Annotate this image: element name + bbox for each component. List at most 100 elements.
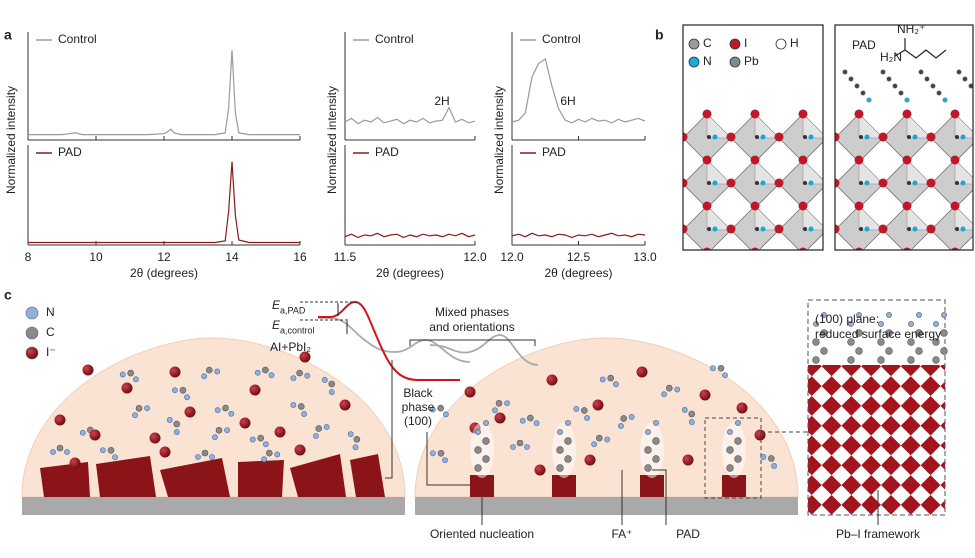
n-atom <box>510 444 516 450</box>
iodide-ion <box>636 366 648 378</box>
n-atom <box>533 420 540 427</box>
fa-molecule <box>599 374 619 388</box>
c-atom <box>755 227 759 231</box>
legend-atom <box>775 38 787 50</box>
legend-label: PAD <box>542 145 566 159</box>
framework <box>808 365 945 515</box>
n-atom <box>912 226 918 232</box>
n-atom <box>209 454 215 460</box>
n-atom <box>249 436 256 443</box>
n-atom <box>557 429 563 435</box>
c-atom <box>222 404 229 412</box>
c-atom <box>296 369 303 377</box>
black-phase-label: Black <box>403 386 433 400</box>
substrate <box>415 497 798 515</box>
c-atom <box>56 444 64 452</box>
fa-molecule <box>261 449 281 463</box>
c-atom <box>885 329 893 337</box>
octahedron <box>683 183 684 185</box>
iodide-atom <box>798 247 808 250</box>
iodide-ion <box>546 374 558 386</box>
n-atom <box>864 180 870 186</box>
crystal-grain <box>350 454 385 497</box>
plane-label: (100) plane: <box>815 312 879 326</box>
iodide-atom <box>835 224 840 234</box>
n-atom <box>313 433 319 439</box>
n-atom <box>878 321 884 327</box>
x-axis-label: 2θ (degrees) <box>376 266 444 280</box>
n-atom <box>429 406 436 413</box>
bottom-label: Oriented nucleation <box>430 527 534 541</box>
n-atom <box>916 312 922 318</box>
c-atom <box>527 414 534 422</box>
c-atom <box>659 227 663 231</box>
fa-molecule <box>430 449 448 464</box>
octahedron-face <box>683 183 684 185</box>
n-atom <box>599 376 606 383</box>
iodide-atom <box>927 271 936 280</box>
n-atom <box>933 321 939 327</box>
n-atom <box>813 321 819 327</box>
peak-annotation: 2H <box>434 94 449 108</box>
fa-molecule <box>290 369 311 382</box>
n-atom <box>261 456 268 463</box>
iodide-atom <box>822 134 823 140</box>
c-atom <box>482 437 490 445</box>
iodide-atom <box>926 178 936 188</box>
iodide-ion <box>699 389 711 401</box>
reactants: AI+PbI₂ <box>270 340 311 354</box>
black-phase-label: (100) <box>404 414 432 428</box>
x-tick-label: 14 <box>225 250 239 264</box>
y-axis-label: Normalized intensity <box>492 86 506 194</box>
iodide-atom <box>950 201 960 211</box>
iodide-ion <box>159 446 171 458</box>
iodide-atom <box>950 109 960 119</box>
octahedron-face <box>802 205 823 231</box>
n-atom <box>352 444 359 451</box>
fa-molecule <box>591 434 611 448</box>
c-atom <box>688 410 696 418</box>
c-atom <box>257 434 264 442</box>
fa-molecule <box>166 417 181 435</box>
c-atom <box>726 446 734 454</box>
c-atom <box>107 446 115 454</box>
structure <box>659 109 823 250</box>
iodide-atom <box>807 110 816 119</box>
n-atom <box>328 389 335 395</box>
n-atom <box>50 449 56 455</box>
oriented-nucleus <box>552 475 576 497</box>
c-atom <box>474 446 482 454</box>
c-atom <box>353 436 361 443</box>
n-atom <box>565 420 571 426</box>
n-atom <box>195 454 201 460</box>
c-atom <box>135 404 143 412</box>
octahedron-face <box>706 159 732 185</box>
y-axis-label: Normalized intensity <box>325 86 339 194</box>
mixed-label: Mixed phases <box>435 305 509 319</box>
c-atom <box>820 329 828 337</box>
c-atom <box>955 181 959 185</box>
nucleus-glow <box>722 422 746 478</box>
n-atom <box>274 451 281 458</box>
iodide-atom <box>926 224 936 234</box>
n-atom <box>483 420 489 426</box>
c-atom <box>215 426 223 434</box>
x-tick-label: 13.0 <box>633 250 657 264</box>
n-atom <box>214 407 221 414</box>
octahedron-face <box>858 159 884 185</box>
iodide-ion <box>534 464 546 476</box>
n-atom <box>645 429 651 435</box>
c-atom <box>734 455 742 463</box>
iodide-atom <box>854 109 864 119</box>
c-atom <box>915 347 923 355</box>
c-atom <box>315 425 323 432</box>
c-atom <box>877 356 885 364</box>
iodide-atom <box>750 155 760 165</box>
n-atom <box>665 135 670 140</box>
energy-subscript: a,control <box>280 325 315 335</box>
c-atom <box>659 181 663 185</box>
iodide-atom <box>902 247 912 250</box>
molecule-skeleton <box>894 38 947 59</box>
c-atom <box>580 407 588 414</box>
n-atom <box>323 424 330 430</box>
